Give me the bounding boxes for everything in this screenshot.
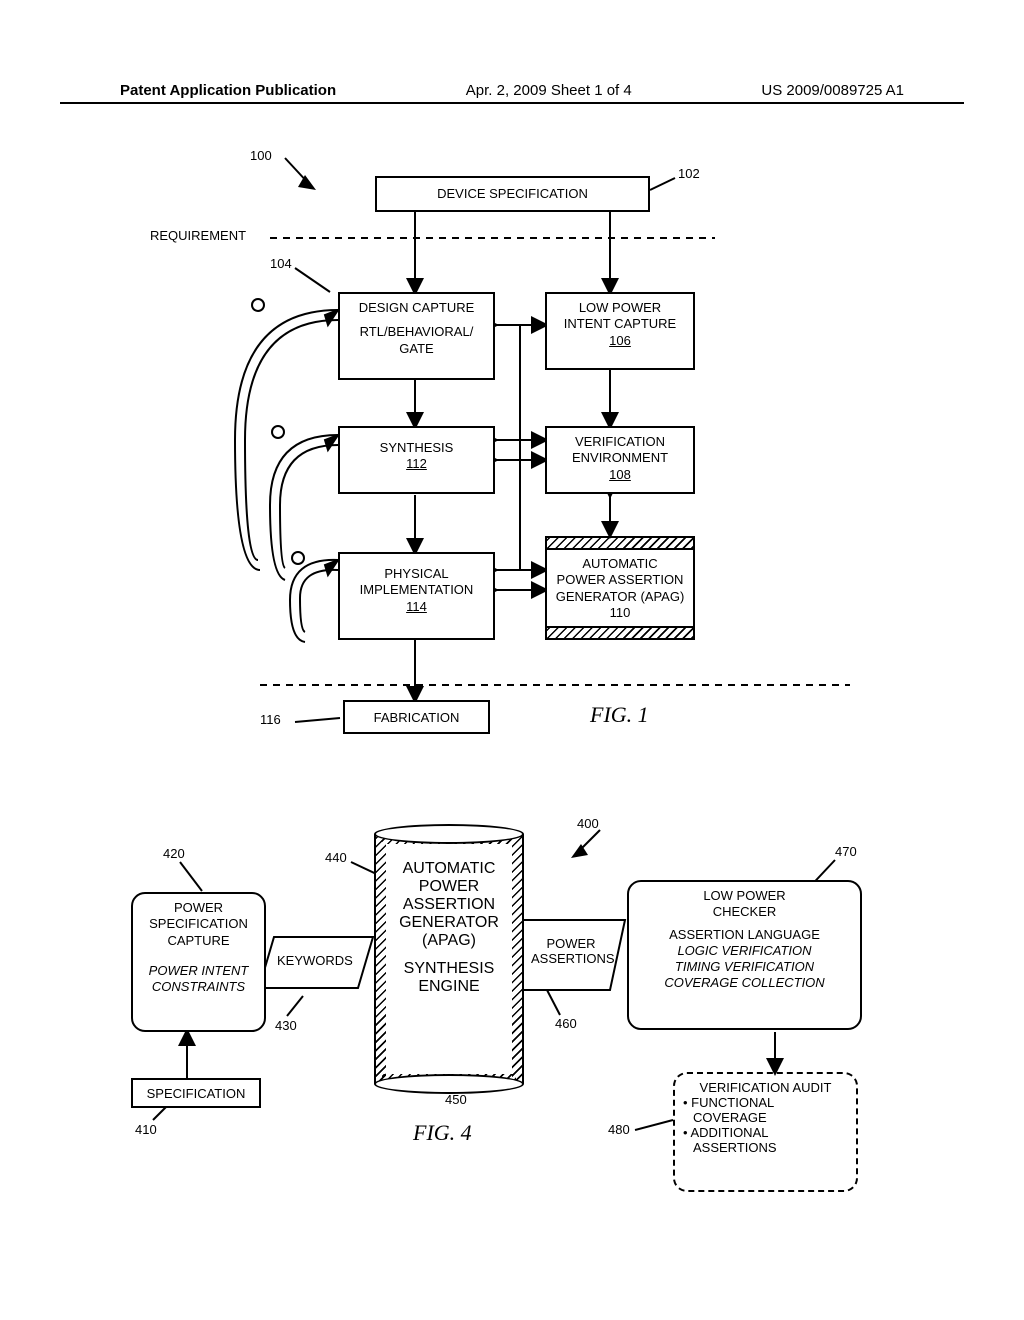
cyl-apag-l4: GENERATOR xyxy=(376,914,522,932)
ref-420: 420 xyxy=(163,846,185,861)
ref-102: 102 xyxy=(678,166,700,181)
ref-430: 430 xyxy=(275,1018,297,1033)
design-capture-l3: GATE xyxy=(344,341,489,357)
psc-l1: POWER xyxy=(139,900,258,916)
power-assertions-text: POWER ASSERTIONS xyxy=(531,936,611,966)
ref-110: 110 xyxy=(551,605,689,621)
cylinder-apag: AUTOMATIC POWER ASSERTION GENERATOR (APA… xyxy=(374,824,524,1094)
ref-450: 450 xyxy=(445,1092,467,1107)
cyl-apag-l3: ASSERTION xyxy=(376,896,522,914)
audit-l1: VERIFICATION AUDIT xyxy=(683,1080,848,1095)
audit-b2: ADDITIONAL xyxy=(690,1125,768,1140)
audit-b2b: ASSERTIONS xyxy=(693,1140,777,1155)
ref-112: 112 xyxy=(344,456,489,472)
apag-l2: POWER ASSERTION xyxy=(551,572,689,588)
ref-114: 114 xyxy=(344,599,489,615)
cyl-syn-l2: ENGINE xyxy=(376,978,522,996)
figure-4: AUTOMATIC POWER ASSERTION GENERATOR (APA… xyxy=(125,800,895,1200)
low-power-l2: INTENT CAPTURE xyxy=(551,316,689,332)
low-power-l1: LOW POWER xyxy=(551,300,689,316)
psc-sub2: CONSTRAINTS xyxy=(139,979,258,995)
fig1-label: FIG. 1 xyxy=(590,702,649,728)
box-device-specification: DEVICE SPECIFICATION xyxy=(375,176,650,212)
lpc-l1: LOW POWER xyxy=(635,888,854,904)
ref-100: 100 xyxy=(250,148,272,163)
box-apag: AUTOMATIC POWER ASSERTION GENERATOR (APA… xyxy=(545,548,695,628)
figure-1: DEVICE SPECIFICATION REQUIREMENT 100 102… xyxy=(150,140,870,760)
ref-104: 104 xyxy=(270,256,292,271)
cyl-apag-l1: AUTOMATIC xyxy=(376,860,522,878)
synthesis-text: SYNTHESIS xyxy=(344,440,489,456)
box-fabrication: FABRICATION xyxy=(343,700,490,734)
apag-l3: GENERATOR (APAG) xyxy=(551,589,689,605)
pa-l2: ASSERTIONS xyxy=(531,951,611,966)
device-specification-text: DEVICE SPECIFICATION xyxy=(437,186,588,201)
ref-410: 410 xyxy=(135,1122,157,1137)
ref-106: 106 xyxy=(551,333,689,349)
keywords-text: KEYWORDS xyxy=(277,953,353,968)
label-requirement: REQUIREMENT xyxy=(150,228,246,243)
fabrication-text: FABRICATION xyxy=(374,710,460,725)
box-low-power-intent: LOW POWER INTENT CAPTURE 106 xyxy=(545,292,695,370)
header-rule xyxy=(60,102,964,104)
psc-sub1: POWER INTENT xyxy=(139,963,258,979)
verification-l2: ENVIRONMENT xyxy=(551,450,689,466)
apag-l1: AUTOMATIC xyxy=(551,556,689,572)
physical-l1: PHYSICAL xyxy=(344,566,489,582)
box-physical-impl: PHYSICAL IMPLEMENTATION 114 xyxy=(338,552,495,640)
specification-text: SPECIFICATION xyxy=(147,1086,246,1101)
lpc-l4: LOGIC VERIFICATION xyxy=(635,943,854,959)
cyl-apag-l5: (APAG) xyxy=(376,932,522,950)
audit-b1: FUNCTIONAL xyxy=(691,1095,774,1110)
lpc-l6: COVERAGE COLLECTION xyxy=(635,975,854,991)
ref-470: 470 xyxy=(835,844,857,859)
physical-l2: IMPLEMENTATION xyxy=(344,582,489,598)
box-verification-audit: VERIFICATION AUDIT • FUNCTIONAL COVERAGE… xyxy=(673,1072,858,1192)
fig4-label: FIG. 4 xyxy=(413,1120,472,1146)
psc-l3: CAPTURE xyxy=(139,933,258,949)
header-pubnumber: US 2009/0089725 A1 xyxy=(761,82,904,99)
box-verification-env: VERIFICATION ENVIRONMENT 108 xyxy=(545,426,695,494)
header-publication: Patent Application Publication xyxy=(120,82,336,99)
lpc-l2: CHECKER xyxy=(635,904,854,920)
audit-b1b: COVERAGE xyxy=(693,1110,767,1125)
ref-460: 460 xyxy=(555,1016,577,1031)
cyl-apag-l2: POWER xyxy=(376,878,522,896)
ref-108: 108 xyxy=(551,467,689,483)
cyl-syn-l1: SYNTHESIS xyxy=(376,960,522,978)
design-capture-l2: RTL/BEHAVIORAL/ xyxy=(344,324,489,340)
ref-440: 440 xyxy=(325,850,347,865)
ref-400: 400 xyxy=(577,816,599,831)
verification-l1: VERIFICATION xyxy=(551,434,689,450)
box-low-power-checker: LOW POWER CHECKER ASSERTION LANGUAGE LOG… xyxy=(627,880,862,1030)
ref-116: 116 xyxy=(260,712,281,727)
lpc-l3: ASSERTION LANGUAGE xyxy=(635,927,854,943)
header-date-sheet: Apr. 2, 2009 Sheet 1 of 4 xyxy=(466,82,632,99)
box-power-spec-capture: POWER SPECIFICATION CAPTURE POWER INTENT… xyxy=(131,892,266,1032)
psc-l2: SPECIFICATION xyxy=(139,916,258,932)
lpc-l5: TIMING VERIFICATION xyxy=(635,959,854,975)
fig1-connectors xyxy=(150,140,870,760)
box-design-capture: DESIGN CAPTURE RTL/BEHAVIORAL/ GATE xyxy=(338,292,495,380)
ref-480: 480 xyxy=(608,1122,630,1137)
pa-l1: POWER xyxy=(531,936,611,951)
box-synthesis: SYNTHESIS 112 xyxy=(338,426,495,494)
box-specification: SPECIFICATION xyxy=(131,1078,261,1108)
design-capture-l1: DESIGN CAPTURE xyxy=(344,300,489,316)
